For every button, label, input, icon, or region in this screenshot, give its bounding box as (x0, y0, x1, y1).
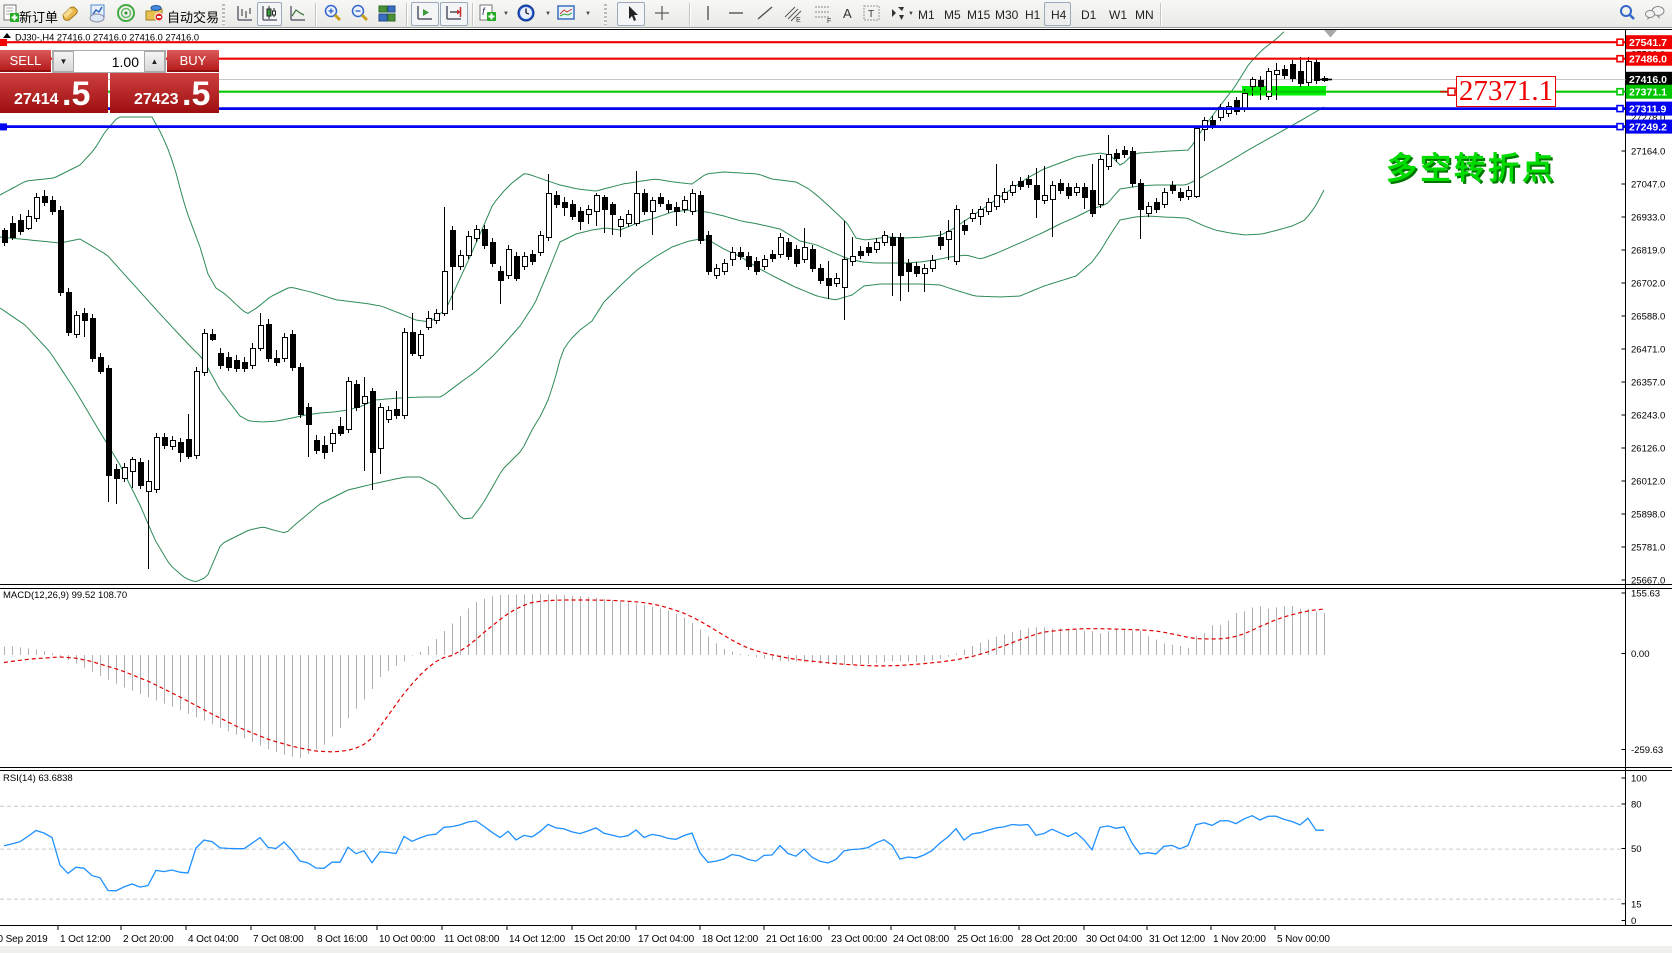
svg-text:18 Oct 12:00: 18 Oct 12:00 (702, 934, 759, 945)
svg-text:f: f (482, 7, 486, 18)
svg-text:27047.0: 27047.0 (1631, 180, 1665, 191)
svg-text:25781.0: 25781.0 (1631, 543, 1665, 554)
svg-text:26012.0: 26012.0 (1631, 477, 1665, 488)
svg-text:F: F (827, 18, 831, 25)
svg-text:155.63: 155.63 (1631, 589, 1660, 600)
svg-text:26243.0: 26243.0 (1631, 411, 1665, 422)
svg-text:23 Oct 00:00: 23 Oct 00:00 (831, 934, 888, 945)
svg-text:27311.9: 27311.9 (1629, 104, 1667, 116)
svg-text:E: E (796, 17, 801, 24)
svg-text:26357.0: 26357.0 (1631, 378, 1665, 389)
svg-text:80: 80 (1631, 800, 1642, 811)
svg-text:26588.0: 26588.0 (1631, 312, 1665, 323)
svg-text:1 Oct 12:00: 1 Oct 12:00 (60, 934, 111, 945)
svg-text:11 Oct 08:00: 11 Oct 08:00 (444, 934, 500, 945)
svg-text:4 Oct 04:00: 4 Oct 04:00 (188, 934, 239, 945)
svg-text:5 Nov 00:00: 5 Nov 00:00 (1277, 934, 1330, 945)
svg-text:T: T (868, 9, 874, 20)
svg-text:10 Oct 00:00: 10 Oct 00:00 (379, 934, 436, 945)
svg-text:21 Oct 16:00: 21 Oct 16:00 (766, 934, 823, 945)
svg-text:1 Nov 20:00: 1 Nov 20:00 (1213, 934, 1266, 945)
svg-text:MACD(12,26,9) 99.52 108.70: MACD(12,26,9) 99.52 108.70 (3, 590, 127, 601)
svg-text:25667.0: 25667.0 (1631, 576, 1665, 587)
svg-text:27249.2: 27249.2 (1629, 122, 1667, 134)
svg-text:7 Oct 08:00: 7 Oct 08:00 (253, 934, 304, 945)
svg-text:27486.0: 27486.0 (1629, 54, 1667, 66)
svg-text:-259.63: -259.63 (1631, 745, 1663, 756)
svg-text:RSI(14) 63.6838: RSI(14) 63.6838 (3, 773, 73, 784)
svg-text:2 Oct 20:00: 2 Oct 20:00 (123, 934, 174, 945)
svg-text:50: 50 (1631, 844, 1642, 855)
svg-text:25898.0: 25898.0 (1631, 510, 1665, 521)
svg-text:27371.1: 27371.1 (1629, 87, 1667, 99)
svg-text:15: 15 (1631, 899, 1642, 910)
svg-text:24 Oct 08:00: 24 Oct 08:00 (893, 934, 950, 945)
svg-text:26933.0: 26933.0 (1631, 213, 1665, 224)
svg-text:0: 0 (1631, 916, 1636, 927)
svg-text:27164.0: 27164.0 (1631, 147, 1665, 158)
svg-text:27278.0: 27278.0 (1631, 113, 1665, 124)
svg-text:26819.0: 26819.0 (1631, 246, 1665, 257)
svg-text:15 Oct 20:00: 15 Oct 20:00 (574, 934, 631, 945)
svg-text:25 Oct 16:00: 25 Oct 16:00 (957, 934, 1014, 945)
svg-text:DJ30-,H4 27416.0 27416.0 2741: DJ30-,H4 27416.0 27416.0 27416.0 27416.0 (15, 33, 199, 43)
svg-text:30 Oct 04:00: 30 Oct 04:00 (1086, 934, 1143, 945)
svg-text:26471.0: 26471.0 (1631, 345, 1665, 356)
svg-text:30 Sep 2019: 30 Sep 2019 (0, 934, 48, 945)
svg-text:8 Oct 16:00: 8 Oct 16:00 (317, 934, 368, 945)
svg-text:100: 100 (1631, 774, 1647, 785)
svg-text:27541.7: 27541.7 (1629, 37, 1667, 49)
svg-text:14 Oct 12:00: 14 Oct 12:00 (509, 934, 566, 945)
svg-text:0.00: 0.00 (1631, 649, 1650, 660)
svg-text:31 Oct 12:00: 31 Oct 12:00 (1149, 934, 1206, 945)
svg-text:26702.0: 26702.0 (1631, 279, 1665, 290)
svg-text:27416.0: 27416.0 (1629, 74, 1667, 86)
svg-text:17 Oct 04:00: 17 Oct 04:00 (638, 934, 695, 945)
svg-text:26126.0: 26126.0 (1631, 444, 1665, 455)
svg-text:28 Oct 20:00: 28 Oct 20:00 (1021, 934, 1078, 945)
